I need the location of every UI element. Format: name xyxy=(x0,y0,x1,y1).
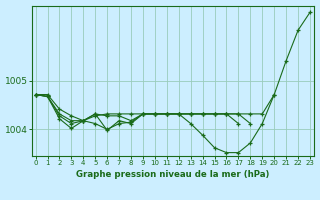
X-axis label: Graphe pression niveau de la mer (hPa): Graphe pression niveau de la mer (hPa) xyxy=(76,170,269,179)
